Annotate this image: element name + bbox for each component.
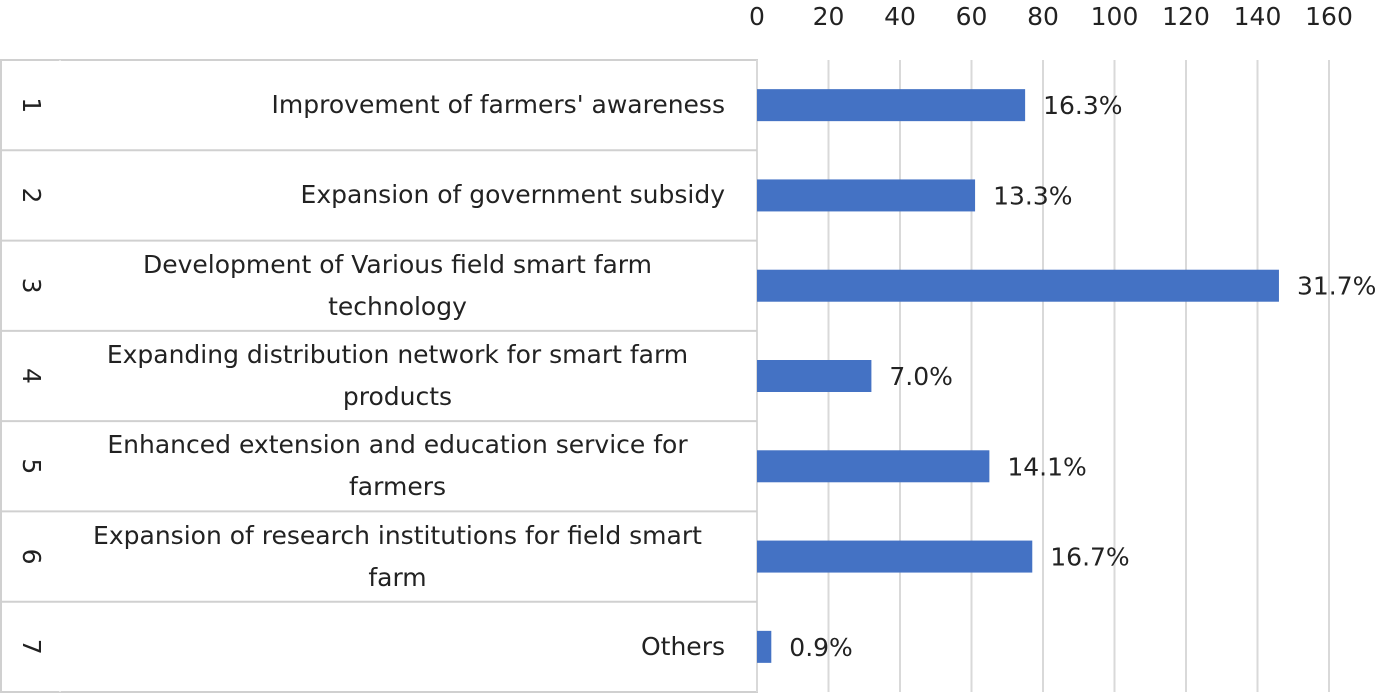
row-number: 4 (17, 368, 46, 384)
row-number: 1 (17, 97, 46, 113)
bar (757, 630, 772, 663)
bar (757, 269, 1279, 302)
x-tick-label: 100 (1091, 2, 1139, 31)
category-label: Development of Various field smart farm … (142, 249, 653, 321)
row-number: 6 (17, 549, 46, 565)
category-label-cell: Expansion of research institutions for f… (70, 511, 725, 601)
value-label: 31.7% (1297, 272, 1376, 301)
bar (757, 540, 1033, 573)
bar (757, 179, 976, 212)
value-label: 16.7% (1050, 543, 1129, 572)
x-tick-label: 60 (956, 2, 988, 31)
value-label: 14.1% (1007, 452, 1086, 481)
value-label: 7.0% (889, 362, 953, 391)
category-label-cell: Improvement of farmers' awareness (70, 60, 725, 150)
category-label-cell: Others (70, 602, 725, 692)
row-number: 5 (17, 458, 46, 474)
category-label: Expanding distribution network for smart… (106, 339, 689, 411)
category-label-cell: Development of Various field smart farm … (70, 241, 725, 331)
row-number: 7 (17, 639, 46, 655)
x-tick-label: 0 (749, 2, 765, 31)
x-tick-label: 160 (1305, 2, 1353, 31)
category-label: Expansion of research institutions for f… (93, 520, 702, 592)
category-label: Expansion of government subsidy (300, 180, 725, 210)
bar (757, 450, 990, 483)
x-tick-label: 80 (1027, 2, 1059, 31)
value-label: 13.3% (993, 181, 1072, 210)
category-label-cell: Expanding distribution network for smart… (70, 331, 725, 421)
x-tick-label: 140 (1234, 2, 1282, 31)
x-tick-label: 20 (813, 2, 845, 31)
x-tick-label: 40 (884, 2, 916, 31)
row-number: 3 (17, 278, 46, 294)
category-label-cell: Expansion of government subsidy (70, 150, 725, 240)
value-label: 16.3% (1043, 91, 1122, 120)
category-label: Improvement of farmers' awareness (271, 90, 725, 120)
category-label: Enhanced extension and education service… (107, 430, 688, 502)
row-number: 2 (17, 187, 46, 203)
category-label-cell: Enhanced extension and education service… (70, 421, 725, 511)
value-label: 0.9% (789, 633, 853, 662)
category-label: Others (640, 631, 725, 661)
x-tick-label: 120 (1162, 2, 1210, 31)
bar (757, 89, 1026, 122)
bar (757, 360, 872, 392)
